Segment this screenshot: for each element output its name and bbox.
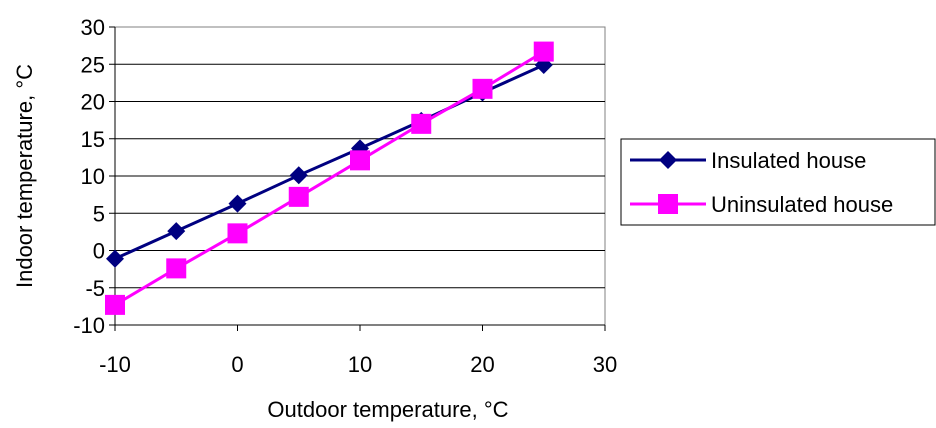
series-2 xyxy=(105,41,554,315)
y-tick-label: 15 xyxy=(81,127,105,152)
y-tick-label: 0 xyxy=(93,239,105,264)
data-point-diamond xyxy=(106,249,124,268)
data-point-square xyxy=(227,223,248,244)
y-tick-label: 30 xyxy=(81,15,105,40)
y-tick-label: 10 xyxy=(81,164,105,189)
data-point-diamond xyxy=(289,166,308,185)
y-tick-label: 25 xyxy=(81,52,105,77)
data-point-square xyxy=(105,294,125,315)
x-axis: -10 0 10 20 30 xyxy=(99,324,617,377)
data-point-square xyxy=(288,186,309,207)
x-tick-label: 0 xyxy=(231,352,243,377)
y-tick-label: -5 xyxy=(85,276,105,301)
data-point-diamond xyxy=(534,55,553,74)
y-tick-label: -10 xyxy=(73,313,105,338)
data-point-square xyxy=(166,258,187,279)
legend-marker-square-icon xyxy=(658,194,678,214)
x-tick-label: -10 xyxy=(99,352,131,377)
y-axis-title: Indoor temperature, °C xyxy=(12,64,37,288)
x-axis-title: Outdoor temperature, °C xyxy=(267,397,508,422)
data-point-diamond xyxy=(167,222,186,241)
x-tick-label: 10 xyxy=(348,352,372,377)
data-point-diamond xyxy=(228,194,247,213)
x-tick-label: 30 xyxy=(593,352,617,377)
y-tick-label: 20 xyxy=(81,90,105,115)
series-line xyxy=(114,63,545,261)
legend-marker-diamond-icon xyxy=(659,151,677,169)
data-point-square xyxy=(472,78,493,99)
series-layer xyxy=(105,41,554,315)
y-axis: -10 -5 0 5 10 15 20 25 30 xyxy=(73,15,116,338)
legend-label-insulated: Insulated house xyxy=(711,148,866,173)
data-point-square xyxy=(350,150,370,171)
y-tick-label: 5 xyxy=(93,201,105,226)
x-tick-label: 20 xyxy=(470,352,494,377)
series-line xyxy=(114,50,545,307)
legend: Insulated house Uninsulated house xyxy=(620,138,936,226)
data-point-square xyxy=(411,113,432,134)
legend-label-uninsulated: Uninsulated house xyxy=(711,192,893,217)
data-point-square xyxy=(533,41,554,62)
